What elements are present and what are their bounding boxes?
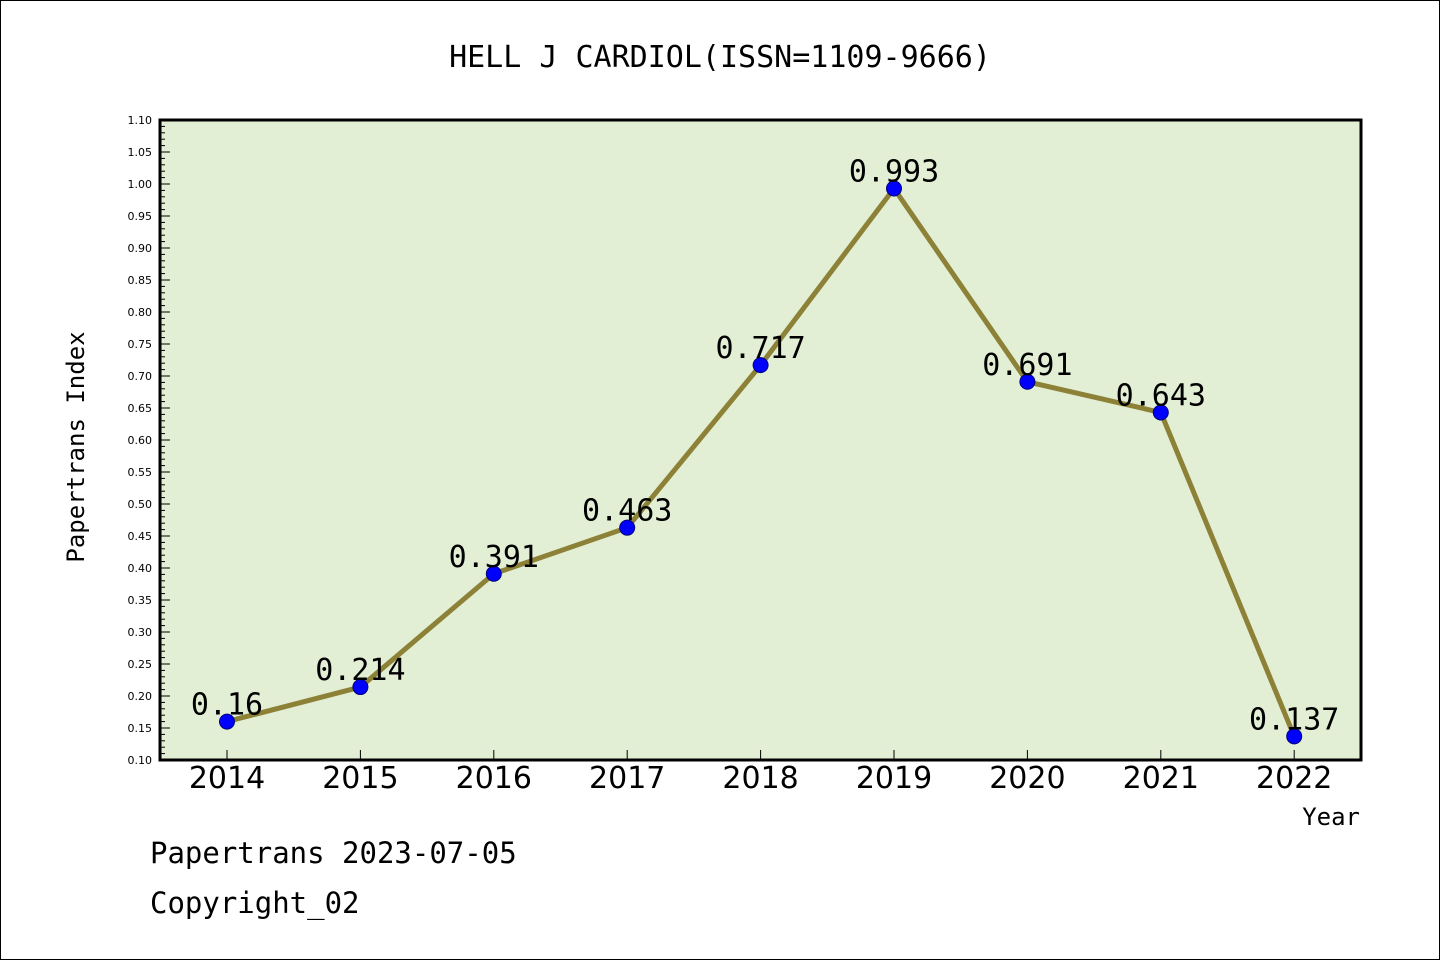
data-labels: 0.16 0.214 0.391 0.463 0.717 0.993 0.691 0.643 0… (191, 154, 1339, 737)
x-tick-label: 2021 (1123, 761, 1199, 796)
x-tick-label: 2019 (856, 761, 932, 796)
data-label: 0.214 (315, 653, 405, 688)
data-label: 0.391 (449, 540, 539, 575)
data-label: 0.993 (849, 154, 939, 189)
plot-area (158, 118, 1363, 762)
x-axis: 2014 2015 2016 2017 2018 2019 2020 2021 2022 (189, 750, 1332, 796)
y-tick-label: 0.55 (128, 466, 153, 479)
y-tick-label: 0.40 (128, 562, 153, 575)
y-tick-label: 0.45 (128, 530, 153, 543)
data-point (219, 713, 235, 730)
y-tick-label: 0.85 (128, 274, 153, 287)
data-label: 0.137 (1249, 702, 1339, 737)
y-tick-label: 0.70 (128, 370, 153, 383)
y-tick-label: 1.00 (128, 178, 153, 191)
y-tick-label: 0.15 (128, 722, 153, 735)
x-tick-label: 2015 (322, 761, 398, 796)
y-tick-label: 0.95 (128, 210, 153, 223)
data-point (485, 565, 502, 582)
y-tick-label: 0.25 (128, 658, 153, 671)
data-point (352, 679, 369, 696)
data-point (752, 357, 769, 374)
data-label: 0.463 (582, 494, 672, 529)
x-tick-label: 2020 (989, 761, 1065, 796)
y-tick-label: 1.10 (128, 114, 153, 127)
data-label: 0.717 (715, 331, 805, 366)
x-tick-label: 2017 (589, 761, 665, 796)
y-axis: 0.10 0.15 0.20 0.25 0.30 0.35 0.40 0.45 0.50 0.55… (128, 114, 170, 767)
data-point (1019, 373, 1036, 390)
y-tick-label: 0.65 (128, 402, 153, 415)
y-tick-label: 0.50 (128, 498, 153, 511)
y-tick-label: 0.80 (128, 306, 153, 319)
x-axis-label: Year (1302, 803, 1360, 831)
data-point (619, 519, 636, 536)
footer-copyright: Copyright_02 (150, 886, 360, 920)
y-tick-label: 0.10 (128, 754, 153, 767)
data-label: 0.16 (191, 688, 263, 723)
data-point (1152, 404, 1169, 421)
data-label: 0.643 (1116, 378, 1206, 413)
x-tick-label: 2022 (1256, 761, 1332, 796)
y-tick-label: 0.20 (128, 690, 153, 703)
y-tick-label: 1.05 (128, 146, 153, 159)
chart-title: HELL J CARDIOL(ISSN=1109-9666) (449, 40, 991, 75)
y-axis-label: Papertrans Index (62, 331, 90, 562)
x-tick-label: 2018 (722, 761, 798, 796)
footer-date: Papertrans 2023-07-05 (150, 836, 517, 870)
y-tick-label: 0.35 (128, 594, 153, 607)
data-point (1286, 728, 1303, 745)
y-tick-label: 0.60 (128, 434, 153, 447)
series-layer (219, 180, 1303, 745)
y-tick-label: 0.90 (128, 242, 153, 255)
data-label: 0.691 (982, 348, 1072, 383)
data-point (886, 180, 902, 197)
y-tick-label: 0.30 (128, 626, 153, 639)
y-tick-label: 0.75 (128, 338, 153, 351)
x-tick-label: 2014 (189, 761, 265, 796)
x-tick-label: 2016 (456, 761, 532, 796)
